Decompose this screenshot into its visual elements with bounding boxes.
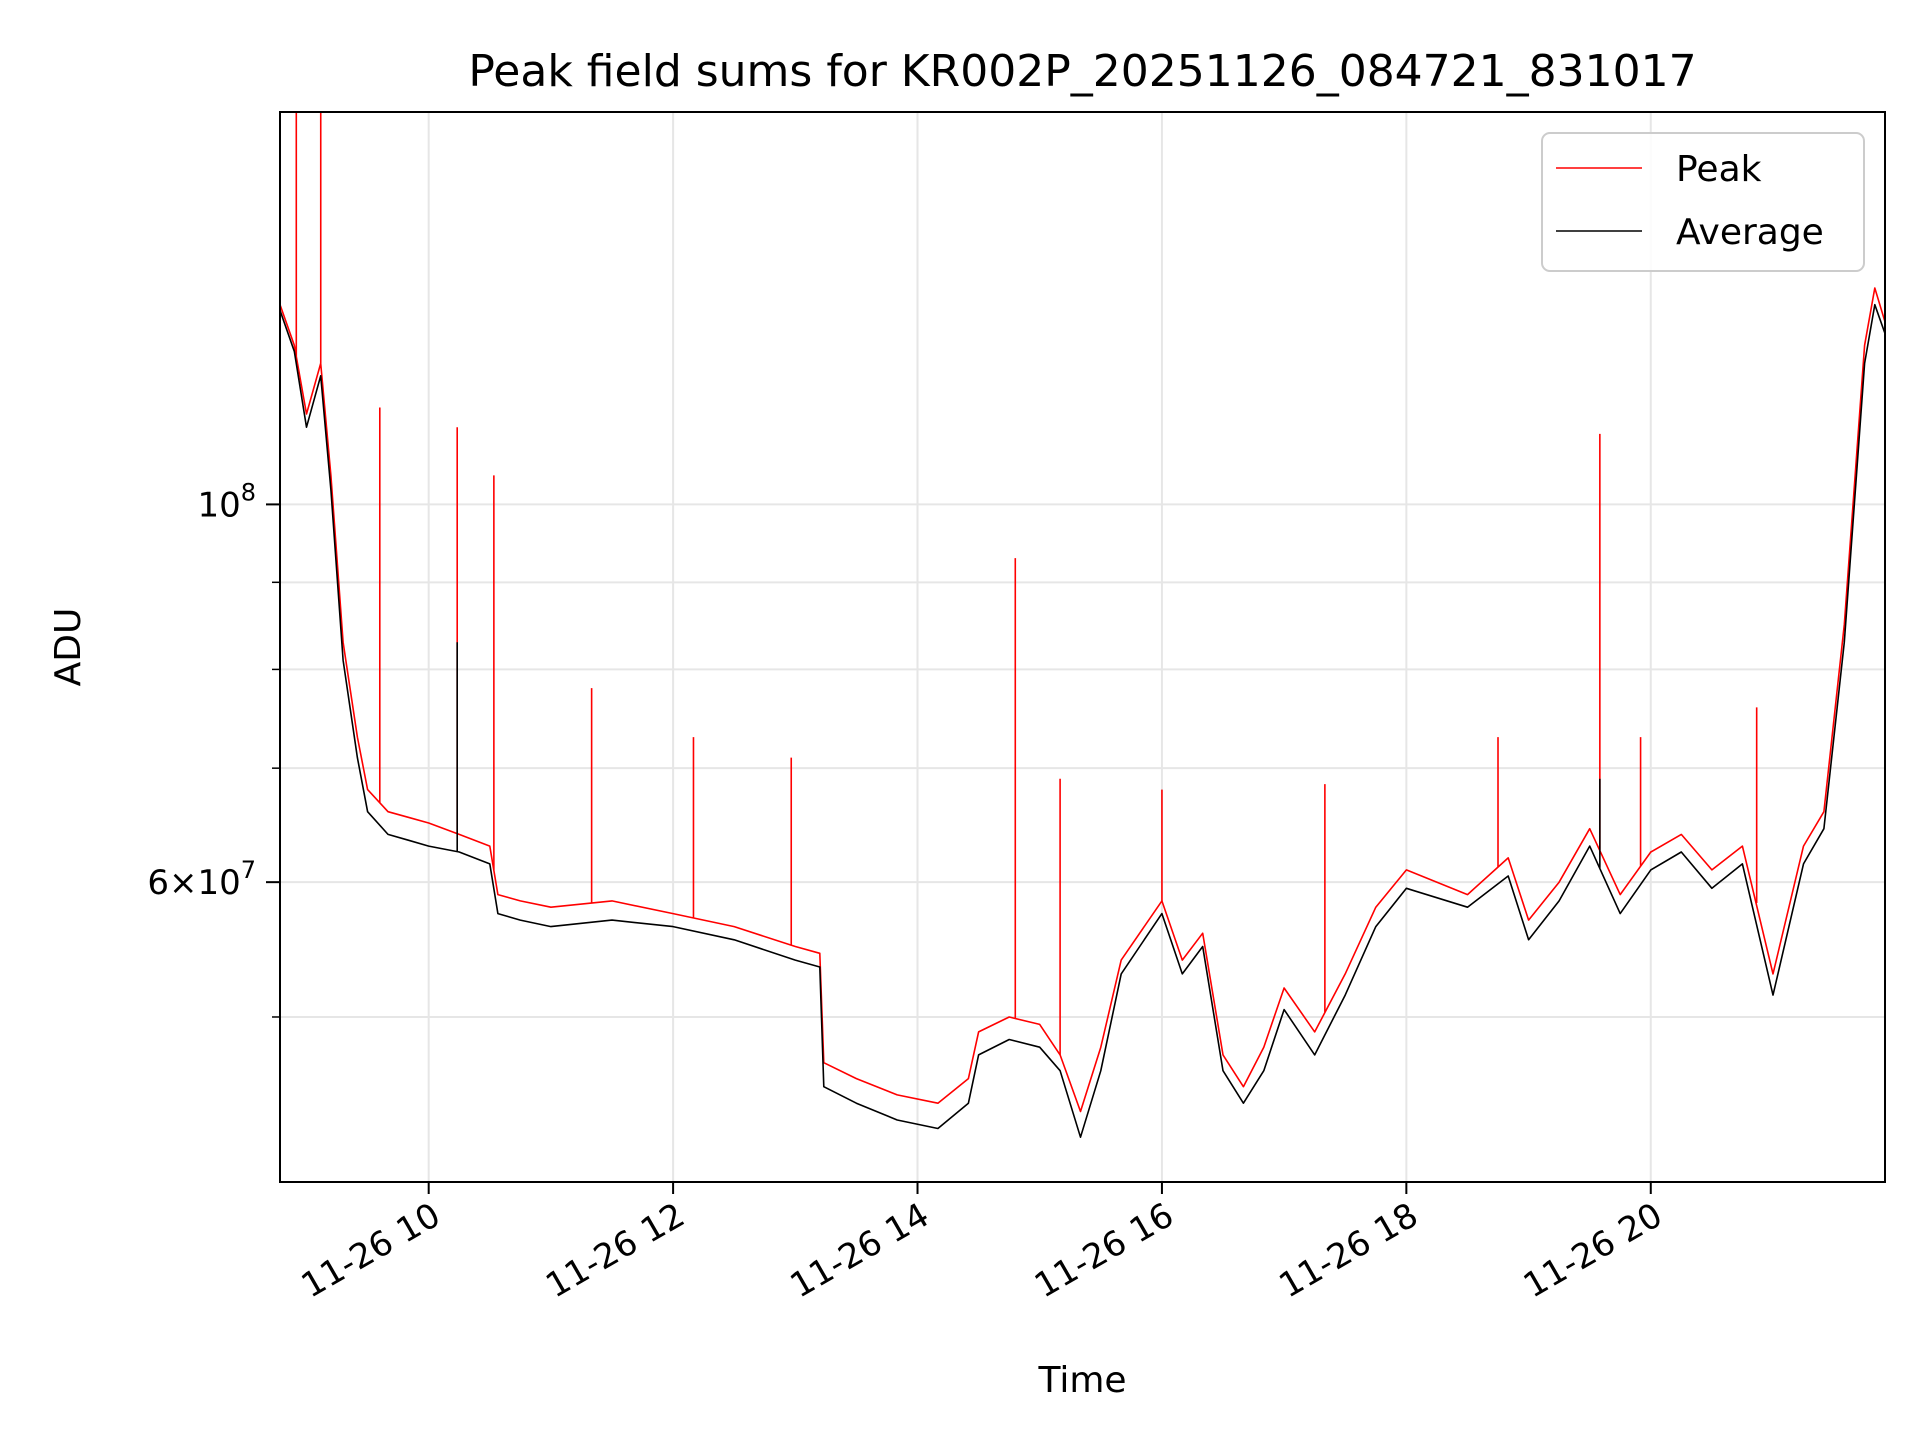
chart-title: Peak field sums for KR002P_20251126_0847… — [468, 46, 1696, 97]
y-tick-label: 6×107 — [147, 856, 256, 903]
y-tick-label: 108 — [197, 478, 256, 525]
y-tick-exponent: 8 — [241, 478, 256, 506]
y-tick-exponent: 7 — [241, 856, 256, 884]
legend-label-average: Average — [1676, 212, 1824, 253]
plot-frame — [279, 111, 1886, 1183]
series-line-peak — [279, 287, 1886, 1113]
y-tick-mantissa: 6 — [147, 863, 169, 903]
series-line-average — [279, 303, 1886, 1138]
plot-area — [280, 112, 1885, 1182]
grid-lines — [280, 112, 1885, 1182]
legend-label-peak: Peak — [1676, 149, 1762, 190]
series-layer — [279, 112, 1886, 1138]
y-axis-label: ADU — [48, 608, 89, 687]
y-tick-base: 10 — [197, 863, 240, 903]
y-tick-times: × — [169, 863, 198, 903]
legend: Peak Average — [1541, 132, 1865, 272]
x-axis-label: Time — [1037, 1360, 1126, 1401]
y-tick-base: 10 — [197, 485, 240, 525]
